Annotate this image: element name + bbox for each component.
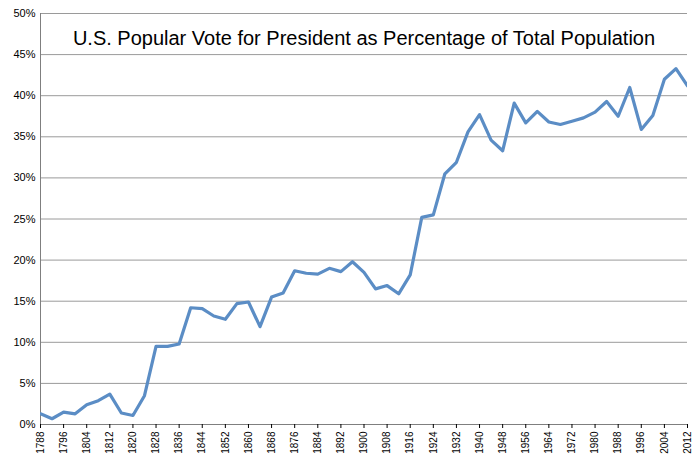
svg-text:1972: 1972	[566, 431, 577, 454]
svg-text:U.S. Popular Vote for Presiden: U.S. Popular Vote for President as Perce…	[73, 27, 655, 49]
svg-text:1828: 1828	[150, 431, 161, 454]
svg-text:1884: 1884	[312, 431, 323, 454]
svg-text:1924: 1924	[428, 431, 439, 454]
svg-text:50%: 50%	[13, 7, 35, 19]
svg-text:2004: 2004	[659, 431, 670, 454]
svg-text:1788: 1788	[35, 431, 46, 454]
svg-text:1908: 1908	[381, 431, 392, 454]
svg-text:1948: 1948	[497, 431, 508, 454]
svg-text:40%: 40%	[13, 89, 35, 101]
svg-text:1988: 1988	[612, 431, 623, 454]
svg-text:1836: 1836	[173, 431, 184, 454]
svg-text:1844: 1844	[196, 431, 207, 454]
svg-text:0%: 0%	[20, 418, 36, 430]
svg-text:1804: 1804	[81, 431, 92, 454]
svg-text:1892: 1892	[335, 431, 346, 454]
svg-text:2012: 2012	[682, 431, 693, 454]
svg-text:1820: 1820	[127, 431, 138, 454]
svg-text:25%: 25%	[13, 213, 35, 225]
svg-text:5%: 5%	[20, 377, 36, 389]
svg-text:20%: 20%	[13, 254, 35, 266]
svg-text:1796: 1796	[58, 431, 69, 454]
svg-text:1980: 1980	[589, 431, 600, 454]
svg-text:45%: 45%	[13, 48, 35, 60]
svg-text:1900: 1900	[358, 431, 369, 454]
svg-text:1956: 1956	[520, 431, 531, 454]
svg-text:35%: 35%	[13, 130, 35, 142]
svg-text:15%: 15%	[13, 295, 35, 307]
svg-text:1812: 1812	[104, 431, 115, 454]
svg-text:1932: 1932	[451, 431, 462, 454]
svg-text:1876: 1876	[289, 431, 300, 454]
svg-text:1860: 1860	[243, 431, 254, 454]
svg-text:10%: 10%	[13, 336, 35, 348]
svg-text:1964: 1964	[543, 431, 554, 454]
svg-text:1868: 1868	[266, 431, 277, 454]
svg-text:30%: 30%	[13, 171, 35, 183]
svg-text:1852: 1852	[220, 431, 231, 454]
svg-text:1916: 1916	[404, 431, 415, 454]
svg-text:1940: 1940	[474, 431, 485, 454]
svg-text:1996: 1996	[635, 431, 646, 454]
